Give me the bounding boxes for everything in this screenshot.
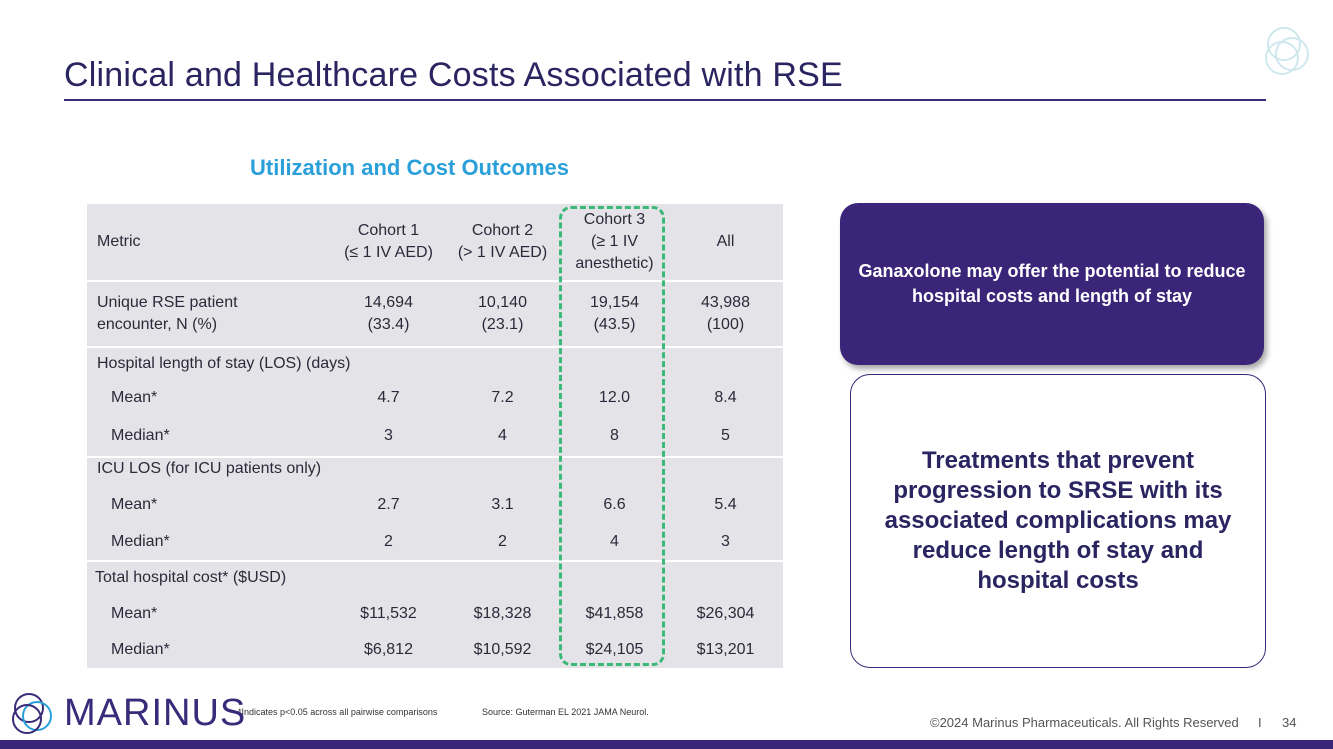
table-row: Mean* $11,532 $18,328 $41,858 $26,304 bbox=[87, 596, 783, 632]
cell-cohort-2: $10,592 bbox=[473, 641, 532, 658]
row-label: Mean* bbox=[111, 496, 158, 513]
row-separator bbox=[87, 560, 783, 562]
table-row: Mean* 2.7 3.1 6.6 5.4 bbox=[87, 486, 783, 524]
cell-cohort-2: 3.1 bbox=[491, 496, 514, 513]
cell-cohort-1: $6,812 bbox=[364, 641, 413, 658]
ganaxolone-callout-text: Ganaxolone may offer the potential to re… bbox=[858, 261, 1246, 306]
ganaxolone-callout: Ganaxolone may offer the potential to re… bbox=[840, 203, 1264, 365]
row-label: Median* bbox=[111, 427, 170, 444]
header-metric: Metric bbox=[97, 233, 141, 250]
table-row: Mean* 4.7 7.2 12.0 8.4 bbox=[87, 380, 783, 416]
cell-cohort-3: $41,858 bbox=[585, 605, 644, 622]
source-citation: Source: Guterman EL 2021 JAMA Neurol. bbox=[482, 707, 649, 717]
row-label: Median* bbox=[111, 533, 170, 550]
cell-cohort-3: 4 bbox=[610, 533, 619, 550]
cell-cohort-1: 2 bbox=[384, 533, 393, 550]
title-divider bbox=[64, 99, 1266, 101]
cell-all: 8.4 bbox=[714, 389, 737, 406]
treatments-callout-text: Treatments that prevent progression to S… bbox=[884, 447, 1232, 594]
treatments-callout: Treatments that prevent progression to S… bbox=[850, 374, 1266, 668]
group-header-row: Hospital length of stay (LOS) (days) bbox=[87, 348, 783, 380]
group-bg bbox=[87, 458, 783, 562]
logo-wordmark: MARINUS bbox=[64, 691, 247, 734]
cell-cohort-1: 4.7 bbox=[377, 389, 400, 406]
group-header-icu: ICU LOS (for ICU patients only) bbox=[97, 460, 322, 477]
row-separator bbox=[87, 280, 783, 282]
row-label: Median* bbox=[111, 641, 170, 658]
table-title: Utilization and Cost Outcomes bbox=[250, 155, 570, 180]
cell-cohort-2: 2 bbox=[498, 533, 507, 550]
table-row: Median* 3 4 8 5 bbox=[87, 416, 783, 456]
cell-cohort-1: 3 bbox=[384, 427, 393, 444]
footer-separator: I bbox=[1258, 715, 1262, 730]
table-row: Median* 2 2 4 3 bbox=[87, 524, 783, 560]
company-logo: MARINUS bbox=[8, 688, 246, 738]
marinus-logo-icon bbox=[12, 693, 52, 734]
row-separator bbox=[87, 346, 783, 348]
footnote: *Indicates p<0.05 across all pairwise co… bbox=[238, 707, 438, 717]
cell-cohort-2: $18,328 bbox=[473, 605, 532, 622]
page-number: 34 bbox=[1282, 715, 1297, 730]
cell-cohort-2: 10,140 (23.1) bbox=[478, 294, 527, 333]
header-cohort-1: Cohort 1 (≤ 1 IV AED) bbox=[344, 222, 433, 261]
header-all: All bbox=[716, 233, 735, 250]
table-row: Unique RSE patient encounter, N (%) 14,6… bbox=[87, 282, 783, 346]
copyright: ©2024 Marinus Pharmaceuticals. All Right… bbox=[930, 715, 1239, 730]
cell-all: 5 bbox=[721, 427, 730, 444]
row-label: Unique RSE patient encounter, N (%) bbox=[97, 294, 238, 333]
cell-all: 5.4 bbox=[714, 496, 737, 513]
cell-cohort-1: $11,532 bbox=[360, 605, 417, 622]
header-cohort-3: Cohort 3 (≥ 1 IV anesthetic) bbox=[575, 211, 654, 272]
cohort-3-highlight bbox=[559, 206, 665, 666]
cell-cohort-3: 12.0 bbox=[598, 389, 631, 406]
cell-all: $26,304 bbox=[696, 605, 755, 622]
group-bg bbox=[87, 562, 783, 668]
row-label: Mean* bbox=[111, 389, 158, 406]
cell-all: $13,201 bbox=[696, 641, 755, 658]
row-separator bbox=[87, 456, 783, 458]
group-header-cost: Total hospital cost* ($USD) bbox=[95, 569, 287, 586]
cell-cohort-3: 8 bbox=[610, 427, 619, 444]
table-row: Median* $6,812 $10,592 $24,105 $13,201 bbox=[87, 632, 783, 668]
group-header-los: Hospital length of stay (LOS) (days) bbox=[97, 355, 351, 372]
cell-cohort-3: 19,154 (43.5) bbox=[590, 294, 639, 333]
cell-cohort-2: 4 bbox=[498, 427, 507, 444]
group-bg bbox=[87, 348, 783, 458]
cell-cohort-2: 7.2 bbox=[491, 389, 514, 406]
row-label: Mean* bbox=[111, 605, 158, 622]
cell-cohort-3: $24,105 bbox=[585, 641, 644, 658]
cell-cohort-1: 2.7 bbox=[377, 496, 400, 513]
group-header-row: Total hospital cost* ($USD) bbox=[87, 562, 783, 594]
cell-all: 43,988 (100) bbox=[701, 294, 750, 333]
table-header-row: Metric Cohort 1 (≤ 1 IV AED) Cohort 2 (>… bbox=[87, 204, 783, 280]
cell-cohort-3: 6.6 bbox=[603, 496, 626, 513]
group-header-row: ICU LOS (for ICU patients only) bbox=[87, 454, 783, 484]
header-cohort-2: Cohort 2 (> 1 IV AED) bbox=[457, 222, 548, 261]
cell-all: 3 bbox=[721, 533, 730, 550]
bottom-bar bbox=[0, 740, 1333, 749]
marinus-rings-icon bbox=[1265, 27, 1309, 75]
slide-title: Clinical and Healthcare Costs Associated… bbox=[64, 56, 843, 94]
cell-cohort-1: 14,694 (33.4) bbox=[364, 294, 413, 333]
